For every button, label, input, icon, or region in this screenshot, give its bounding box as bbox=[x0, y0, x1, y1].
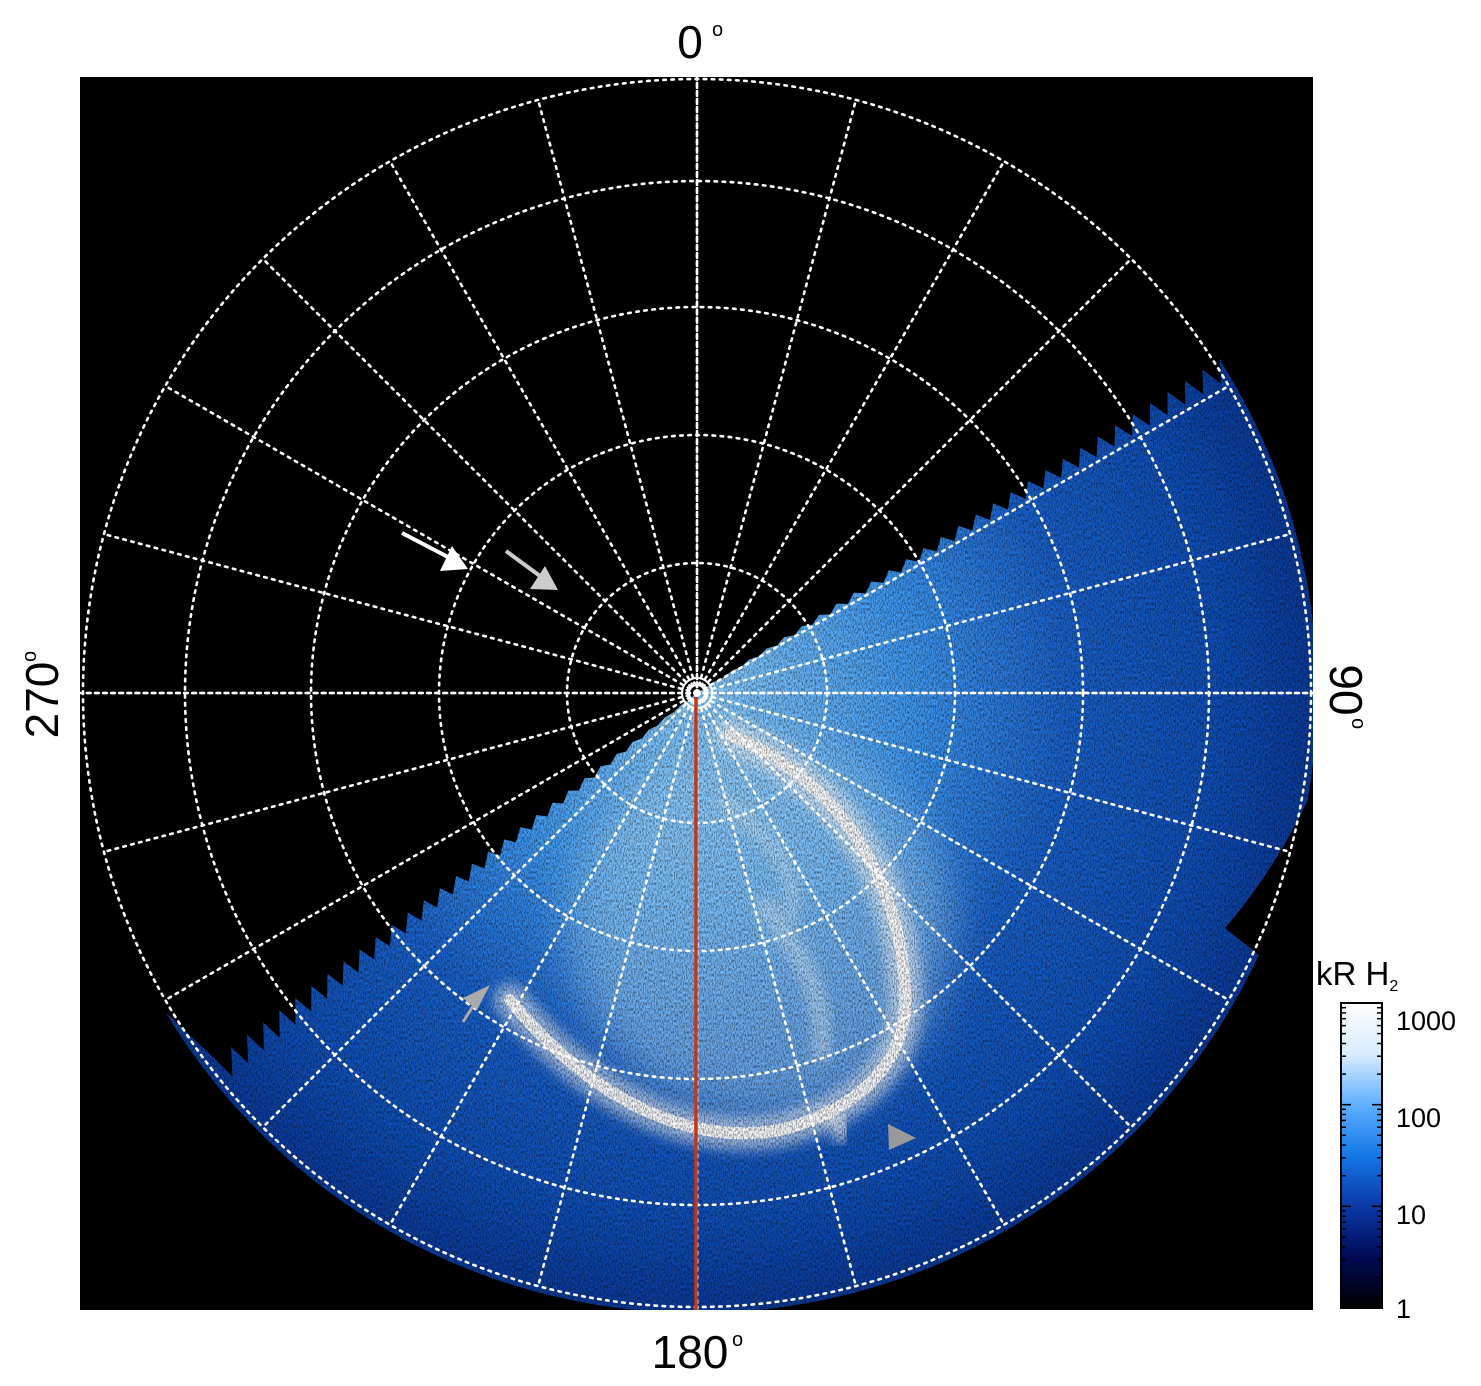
gray-arrowhead-right bbox=[888, 1124, 916, 1150]
svg-text:o: o bbox=[732, 1329, 743, 1351]
longitude-line bbox=[695, 160, 1006, 695]
svg-text:0: 0 bbox=[677, 16, 703, 68]
colorbar-title-subscript: 2 bbox=[1389, 978, 1398, 995]
longitude-line bbox=[388, 691, 699, 1226]
svg-text:o: o bbox=[712, 19, 723, 41]
longitude-line bbox=[695, 691, 1133, 1129]
colorbar-tick-labels: 1000 100 10 1 bbox=[1396, 1006, 1456, 1324]
longitude-line bbox=[536, 691, 699, 1288]
white-arrow bbox=[401, 531, 468, 571]
colorbar-ticks bbox=[1341, 1002, 1382, 1309]
longitude-line bbox=[695, 691, 858, 1288]
longitude-line bbox=[102, 691, 699, 854]
longitude-line bbox=[695, 691, 1230, 1002]
longitude-line bbox=[695, 98, 858, 695]
longitude-line bbox=[388, 160, 699, 695]
annotation-arrows bbox=[401, 531, 916, 1150]
colorbar-tick-label: 1 bbox=[1396, 1294, 1411, 1324]
longitude-line bbox=[695, 532, 1292, 695]
colorbar-tick-label: 1000 bbox=[1396, 1006, 1456, 1036]
svg-text:270: 270 bbox=[16, 662, 68, 739]
gray-arrowhead-left bbox=[461, 985, 490, 1023]
gray-arrow-upper bbox=[504, 549, 558, 590]
svg-text:180: 180 bbox=[652, 1326, 729, 1378]
label-0-deg: 0 o bbox=[677, 16, 723, 68]
longitude-line bbox=[695, 691, 1006, 1226]
colorbar-tick-label: 100 bbox=[1396, 1103, 1441, 1133]
longitude-line bbox=[695, 257, 1133, 695]
longitude-line bbox=[102, 532, 699, 695]
colorbar-title: kR H2 bbox=[1316, 955, 1398, 995]
label-90-deg: 90 o bbox=[1320, 664, 1372, 729]
colorbar: kR H2 1000 100 10 1 bbox=[1316, 955, 1456, 1324]
colorbar-tick-label: 10 bbox=[1396, 1200, 1426, 1230]
longitude-line bbox=[164, 691, 699, 1002]
svg-text:90: 90 bbox=[1320, 664, 1372, 715]
longitude-line bbox=[164, 384, 699, 695]
label-180-deg: 180 o bbox=[652, 1326, 744, 1378]
svg-text:o: o bbox=[1347, 718, 1369, 729]
label-270-deg: 270 o bbox=[16, 651, 68, 739]
longitude-line bbox=[261, 257, 699, 695]
longitude-line bbox=[695, 384, 1230, 695]
svg-text:o: o bbox=[19, 651, 41, 662]
colorbar-gradient bbox=[1340, 1002, 1383, 1309]
longitude-labels: 0 o 180 o 270 o 90 o bbox=[16, 16, 1372, 1378]
longitude-line bbox=[261, 691, 699, 1129]
longitude-line bbox=[536, 98, 699, 695]
longitude-line bbox=[695, 691, 1292, 854]
